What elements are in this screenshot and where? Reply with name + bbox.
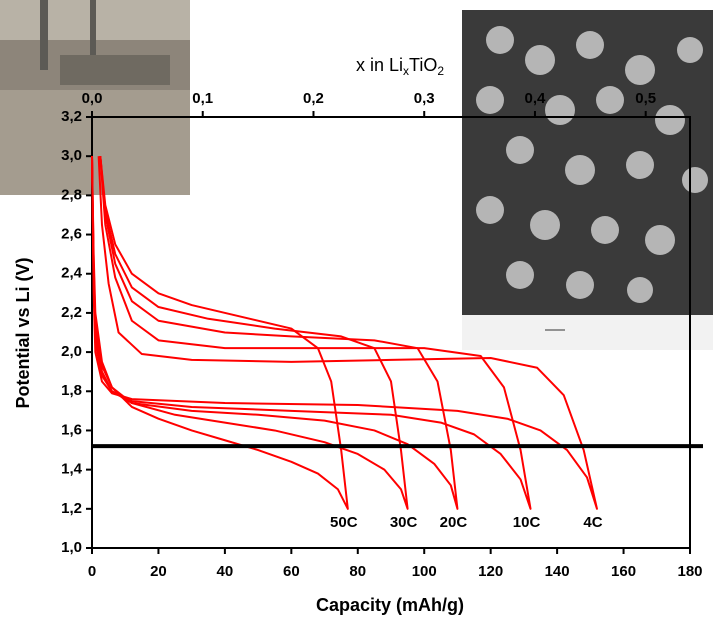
y-tick-label: 1,2: [61, 500, 82, 517]
photo-inset: [0, 0, 190, 195]
x-tick-label: 120: [478, 563, 503, 580]
y-tick-label: 1,8: [61, 382, 82, 399]
top-axis-title: x in LixTiO2: [356, 55, 444, 78]
y-tick-label: 2,0: [61, 343, 82, 360]
x-tick-label: 140: [545, 563, 570, 580]
title-subscript: 2: [437, 64, 444, 78]
title-part: x in Li: [356, 55, 403, 75]
x2-tick-label: 0,4: [525, 90, 547, 107]
y-tick-label: 2,8: [61, 186, 82, 203]
x2-tick-label: 0,5: [635, 90, 656, 107]
x-tick-label: 100: [412, 563, 437, 580]
x-tick-label: 60: [283, 563, 300, 580]
y-tick-label: 2,6: [61, 226, 82, 243]
x-axis-title: Capacity (mAh/g): [316, 595, 464, 615]
y-tick-label: 2,4: [61, 265, 83, 282]
x-tick-label: 40: [217, 563, 234, 580]
y-axis-title: Potential vs Li (V): [13, 257, 33, 408]
y-tick-label: 1,4: [61, 461, 83, 478]
x2-tick-label: 0,0: [82, 90, 103, 107]
series-line: [91, 156, 598, 510]
series-line: [91, 156, 409, 510]
title-subscript: x: [403, 64, 409, 78]
series-label: 4C: [583, 514, 602, 531]
x-tick-label: 20: [150, 563, 167, 580]
x-tick-label: 0: [88, 563, 96, 580]
y-tick-label: 3,0: [61, 147, 82, 164]
y-tick-label: 1,6: [61, 421, 82, 438]
title-part: TiO: [409, 55, 437, 75]
series-label: 20C: [440, 514, 468, 531]
series-label: 10C: [513, 514, 541, 531]
x2-tick-label: 0,1: [192, 90, 213, 107]
sem-inset: [462, 10, 713, 350]
x-tick-label: 160: [611, 563, 636, 580]
y-tick-label: 3,2: [61, 108, 82, 125]
y-tick-label: 2,2: [61, 304, 82, 321]
series-line: [91, 156, 532, 510]
plot-frame: [91, 116, 691, 549]
series-label: 30C: [390, 514, 418, 531]
x-tick-label: 80: [349, 563, 366, 580]
x2-tick-label: 0,3: [414, 90, 435, 107]
series-label: 50C: [330, 514, 358, 531]
x-tick-label: 180: [677, 563, 702, 580]
y-tick-label: 1,0: [61, 539, 82, 556]
x2-tick-label: 0,2: [303, 90, 324, 107]
